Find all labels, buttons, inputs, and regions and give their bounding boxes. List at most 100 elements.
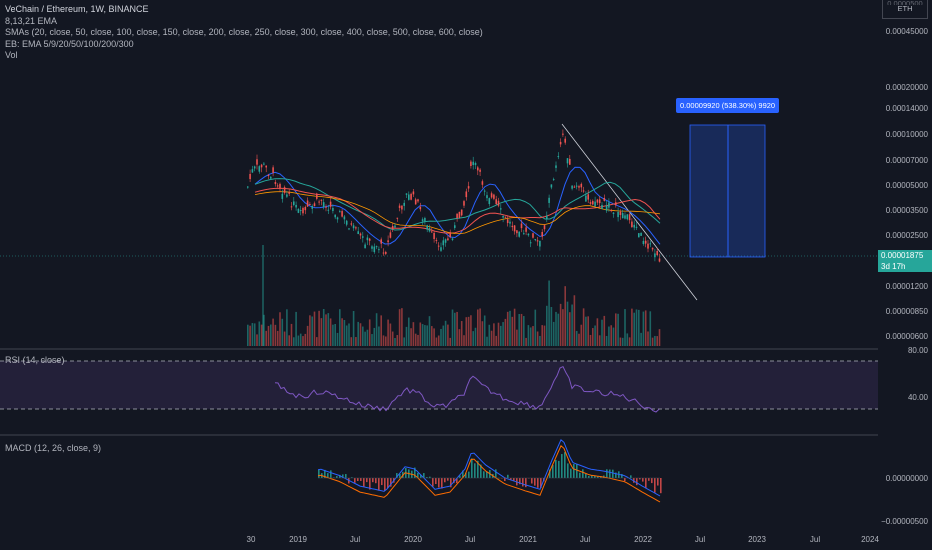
volume-bar (260, 324, 263, 346)
volume-bar (638, 309, 640, 346)
volume-bar (631, 308, 633, 346)
macd-histogram-bar (450, 478, 452, 488)
volume-bar (601, 319, 603, 346)
candle (585, 195, 587, 202)
volume-bar (380, 315, 382, 346)
volume-bar (332, 324, 334, 346)
candle (276, 185, 279, 187)
candle (350, 223, 353, 225)
price-tick: 0.00045000 (885, 27, 928, 36)
volume-bar (573, 295, 576, 346)
volume-indicator-label[interactable]: Vol (5, 50, 18, 60)
candle (608, 202, 610, 208)
candle (624, 215, 626, 219)
candle (327, 209, 330, 211)
sma-indicator-label[interactable]: SMAs (20, close, 50, close, 100, close, … (5, 27, 483, 37)
volume-bar (500, 325, 502, 346)
price-tick: 0.00002500 (885, 231, 928, 240)
macd-histogram-bar (384, 478, 386, 491)
volume-bar (339, 309, 341, 346)
candle (449, 232, 451, 238)
candle (403, 202, 405, 206)
price-pane[interactable]: VeChain / Ethereum, 1W, BINANCE 8,13,21 … (0, 0, 878, 348)
volume-bar (276, 330, 279, 346)
volume-bar (608, 326, 610, 346)
volume-bar (329, 318, 332, 346)
volume-bar (626, 333, 629, 346)
time-tick: Jul (349, 535, 361, 544)
volume-bar (385, 336, 387, 346)
candle (405, 193, 408, 195)
measure-tool-label[interactable]: 0.00009920 (538.30%) 9920 (676, 98, 780, 113)
volume-bar (539, 335, 541, 346)
volume-bar (263, 314, 265, 346)
volume-bar (520, 313, 523, 346)
macd-histogram-bar (549, 469, 551, 478)
volume-bar (550, 307, 553, 346)
candle (424, 217, 426, 222)
macd-histogram-bar (579, 472, 581, 478)
volume-bar (440, 328, 442, 346)
time-tick: Jul (579, 535, 591, 544)
volume-bar (396, 335, 399, 346)
candle (408, 194, 410, 200)
candle (412, 191, 415, 195)
volume-bar (428, 316, 431, 346)
candle (575, 185, 578, 187)
current-price: 0.00001875 (881, 251, 924, 260)
volume-bar (394, 337, 396, 346)
volume-bar (516, 329, 518, 346)
price-axis[interactable]: 0.00045000 0.00020000 0.00014000 0.00010… (878, 0, 932, 550)
volume-bar (309, 315, 311, 346)
candle (486, 195, 488, 199)
volume-bar (548, 280, 550, 346)
candle (283, 187, 286, 193)
macd-histogram-bar (447, 478, 449, 481)
volume-bar (603, 315, 606, 346)
volume-bar (359, 323, 362, 346)
volume-bar (373, 327, 376, 346)
candle (426, 225, 428, 230)
eb-indicator-label[interactable]: EB: EMA 5/9/20/50/100/200/300 (5, 38, 134, 49)
volume-bar (426, 325, 428, 346)
volume-bar (313, 311, 316, 346)
candle (270, 176, 272, 179)
candle (592, 201, 594, 205)
rsi-pane[interactable]: RSI (14, close) (0, 350, 878, 434)
candle (267, 175, 270, 177)
macd-histogram-bar (468, 471, 470, 478)
candle (504, 216, 507, 218)
candle (612, 212, 615, 214)
pane-separator[interactable] (0, 434, 932, 436)
candle (573, 186, 576, 188)
candle (654, 253, 656, 258)
macd-chart[interactable] (0, 436, 878, 528)
rsi-chart[interactable] (0, 350, 878, 434)
volume-bar (256, 334, 258, 346)
macd-histogram-bar (378, 478, 380, 491)
rsi-label[interactable]: RSI (14, close) (5, 355, 65, 365)
volume-bar (435, 337, 438, 346)
price-chart[interactable] (0, 0, 878, 348)
macd-histogram-bar (399, 473, 401, 478)
candle (532, 233, 534, 238)
volume-bar (642, 311, 645, 346)
pane-separator[interactable] (0, 348, 932, 350)
candle (281, 193, 284, 199)
macd-pane[interactable]: MACD (12, 26, close, 9) (0, 436, 878, 528)
volume-bar (562, 309, 564, 346)
time-axis[interactable]: 30 2019 Jul 2020 Jul 2021 Jul 2022 Jul 2… (0, 528, 879, 550)
volume-bar (364, 331, 366, 346)
symbol-title[interactable]: VeChain / Ethereum, 1W, BINANCE (5, 4, 149, 14)
currency-selector[interactable]: 0.0000500 ETH (882, 0, 928, 19)
candle (562, 133, 564, 135)
volume-bar (387, 319, 389, 346)
price-tick: 0.00003500 (885, 206, 928, 215)
ema-indicator-label[interactable]: 8,13,21 EMA (5, 15, 58, 26)
macd-histogram-bar (633, 478, 635, 483)
volume-bar (610, 325, 612, 346)
candle (534, 239, 537, 241)
volume-bar (299, 333, 302, 346)
price-tick: 0.00014000 (885, 104, 928, 113)
macd-label[interactable]: MACD (12, 26, close, 9) (5, 443, 102, 453)
